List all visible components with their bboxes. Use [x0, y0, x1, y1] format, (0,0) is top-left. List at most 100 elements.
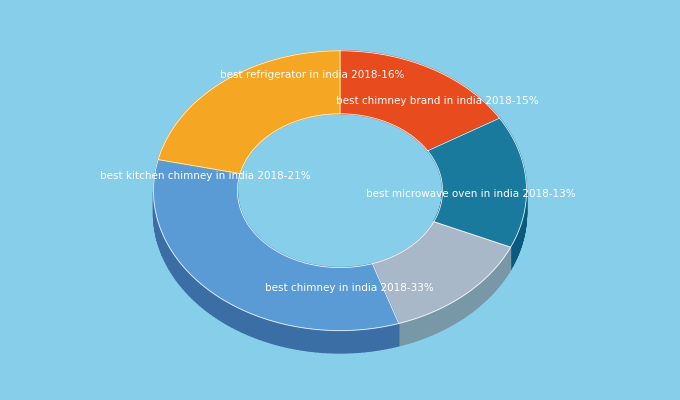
Polygon shape — [189, 273, 192, 298]
Polygon shape — [390, 257, 391, 280]
Polygon shape — [285, 324, 289, 348]
Polygon shape — [488, 275, 489, 298]
Polygon shape — [436, 310, 437, 333]
Polygon shape — [154, 160, 398, 330]
Polygon shape — [336, 330, 340, 353]
Polygon shape — [336, 268, 338, 290]
Polygon shape — [352, 330, 356, 353]
Polygon shape — [251, 229, 252, 253]
Polygon shape — [332, 330, 336, 353]
Polygon shape — [497, 265, 498, 288]
Polygon shape — [213, 293, 216, 318]
Polygon shape — [320, 330, 324, 352]
Polygon shape — [294, 259, 296, 282]
Polygon shape — [344, 330, 348, 353]
Polygon shape — [275, 250, 277, 274]
Polygon shape — [173, 253, 175, 278]
Polygon shape — [473, 288, 474, 311]
Polygon shape — [279, 252, 280, 276]
Polygon shape — [183, 266, 185, 291]
Polygon shape — [389, 258, 390, 281]
Polygon shape — [245, 220, 246, 244]
Polygon shape — [441, 308, 443, 330]
Polygon shape — [467, 292, 469, 316]
Polygon shape — [301, 262, 303, 285]
Polygon shape — [406, 321, 407, 344]
Polygon shape — [378, 262, 379, 284]
Polygon shape — [161, 230, 163, 256]
Polygon shape — [303, 262, 305, 286]
Polygon shape — [477, 285, 478, 308]
Polygon shape — [372, 328, 375, 351]
Polygon shape — [347, 267, 349, 290]
Polygon shape — [422, 316, 424, 339]
Polygon shape — [280, 253, 282, 277]
Polygon shape — [386, 259, 387, 282]
Polygon shape — [395, 324, 398, 347]
Polygon shape — [401, 323, 402, 346]
Text: best chimney in india 2018-33%: best chimney in india 2018-33% — [265, 283, 434, 293]
Polygon shape — [494, 268, 496, 291]
Polygon shape — [310, 264, 312, 287]
Polygon shape — [296, 327, 301, 350]
Polygon shape — [351, 267, 353, 290]
Polygon shape — [252, 230, 254, 254]
Polygon shape — [481, 281, 482, 304]
Polygon shape — [340, 268, 342, 290]
Polygon shape — [269, 246, 270, 270]
Polygon shape — [252, 314, 256, 338]
Polygon shape — [502, 259, 503, 282]
Polygon shape — [257, 236, 258, 260]
Polygon shape — [440, 308, 441, 331]
Polygon shape — [199, 282, 202, 307]
Polygon shape — [409, 320, 411, 343]
Polygon shape — [443, 307, 444, 330]
Polygon shape — [472, 289, 473, 312]
Polygon shape — [165, 239, 167, 264]
Polygon shape — [187, 271, 189, 296]
Polygon shape — [158, 51, 340, 174]
Polygon shape — [292, 326, 296, 349]
Polygon shape — [375, 263, 377, 285]
Polygon shape — [248, 312, 252, 336]
Polygon shape — [225, 301, 228, 325]
Polygon shape — [301, 327, 305, 350]
Polygon shape — [454, 301, 455, 324]
Polygon shape — [177, 258, 178, 283]
Polygon shape — [248, 225, 249, 249]
Polygon shape — [478, 284, 479, 307]
Polygon shape — [456, 299, 458, 322]
Polygon shape — [501, 260, 502, 283]
Polygon shape — [175, 255, 177, 280]
Polygon shape — [379, 261, 380, 284]
Polygon shape — [312, 329, 316, 352]
Polygon shape — [387, 259, 388, 282]
Polygon shape — [505, 255, 506, 278]
Polygon shape — [498, 264, 499, 287]
Polygon shape — [486, 276, 488, 300]
Polygon shape — [249, 226, 250, 250]
Polygon shape — [407, 321, 409, 344]
Polygon shape — [398, 254, 399, 276]
Polygon shape — [433, 311, 435, 334]
Polygon shape — [419, 317, 421, 340]
Polygon shape — [267, 245, 269, 268]
Polygon shape — [258, 237, 260, 261]
Polygon shape — [277, 251, 279, 275]
Polygon shape — [264, 242, 266, 266]
Polygon shape — [492, 271, 493, 294]
Polygon shape — [282, 324, 285, 347]
Polygon shape — [500, 261, 501, 284]
Polygon shape — [400, 253, 401, 276]
Polygon shape — [428, 314, 429, 336]
Polygon shape — [469, 290, 471, 314]
Text: best refrigerator in india 2018-16%: best refrigerator in india 2018-16% — [220, 70, 404, 80]
Polygon shape — [416, 318, 418, 341]
Polygon shape — [156, 216, 157, 241]
Polygon shape — [430, 312, 432, 336]
Polygon shape — [297, 261, 299, 284]
Polygon shape — [164, 236, 165, 261]
Polygon shape — [267, 319, 270, 343]
Polygon shape — [160, 228, 161, 253]
Polygon shape — [476, 286, 477, 309]
